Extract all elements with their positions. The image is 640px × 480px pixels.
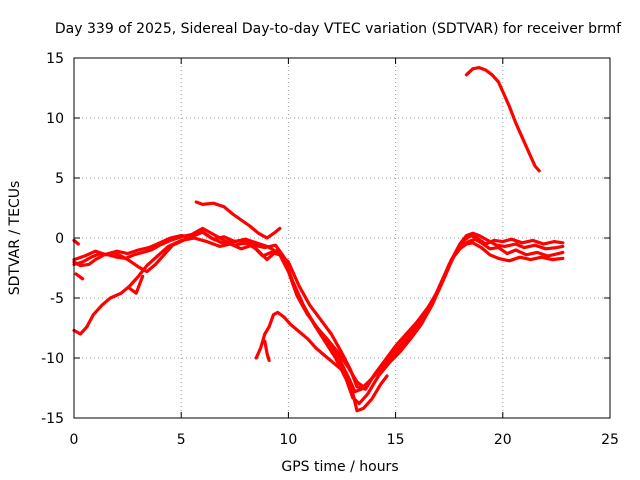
series-layer [72, 66, 565, 413]
chart-title: Day 339 of 2025, Sidereal Day-to-day VTE… [55, 21, 622, 37]
x-axis-label: GPS time / hours [281, 459, 398, 475]
series-line-trace-10 [74, 272, 85, 281]
y-tick-label: 5 [55, 171, 64, 187]
y-tick-label: 10 [46, 111, 64, 127]
x-tick-label: 0 [70, 432, 79, 448]
x-tick-label: 10 [279, 432, 297, 448]
series-line-trace-4 [72, 230, 565, 391]
y-tick-label: 15 [46, 51, 64, 67]
x-tick-label: 5 [177, 432, 186, 448]
series-line-trace-7 [263, 339, 271, 362]
x-tick-label: 15 [387, 432, 405, 448]
series-line-trace-2 [72, 229, 565, 406]
y-tick-label: -15 [41, 411, 64, 427]
axis-ticks [73, 57, 611, 419]
series-line-trace-11 [128, 274, 145, 295]
y-tick-label: -10 [41, 351, 64, 367]
series-line-trace-8 [464, 66, 541, 173]
y-axis-label: SDTVAR / TECUs [7, 181, 23, 296]
series-line-trace-6 [194, 200, 282, 240]
series-line-trace-5 [254, 310, 389, 413]
y-tick-label: 0 [55, 231, 64, 247]
series-line-trace-3 [72, 226, 565, 389]
tick-labels: 0 5 10 15 20 25 -15 -10 -5 0 5 10 15 [41, 51, 619, 448]
y-tick-label: -5 [50, 291, 64, 307]
x-tick-label: 20 [494, 432, 512, 448]
x-tick-label: 25 [601, 432, 619, 448]
series-line-trace-9 [72, 238, 80, 246]
